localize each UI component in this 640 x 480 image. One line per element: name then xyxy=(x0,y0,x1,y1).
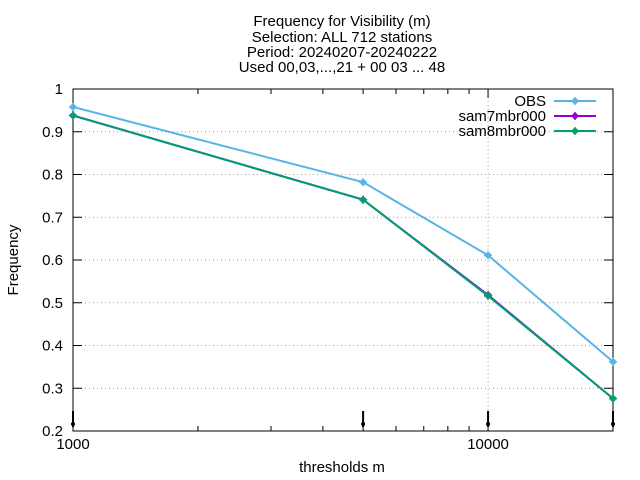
title-line-1: Frequency for Visibility (m) xyxy=(253,13,430,30)
axis-tick-labels: 0.2 0.3 0.4 0.5 0.6 0.7 0.8 0.9 1 1000 10000 xyxy=(42,81,509,453)
series-layer xyxy=(69,102,617,403)
data-point xyxy=(69,111,77,120)
title-line-3: Period: 20240207-20240222 xyxy=(247,44,437,61)
legend-label: sam7mbr000 xyxy=(458,108,546,125)
title-line-2: Selection: ALL 712 stations xyxy=(252,29,432,46)
data-point xyxy=(484,291,493,300)
legend-label: OBS xyxy=(514,93,546,110)
y-tick-label: 0.9 xyxy=(42,124,63,141)
plot-area-frame xyxy=(72,88,614,432)
data-point xyxy=(484,251,493,260)
y-tick-label: 0.6 xyxy=(42,252,63,269)
y-tick-label: 1 xyxy=(55,81,63,98)
series-line-2 xyxy=(72,114,614,400)
data-point xyxy=(69,102,77,111)
data-point xyxy=(359,195,368,204)
legend-marker xyxy=(571,112,579,120)
series-line-0 xyxy=(72,105,614,363)
x-data-marker-dot xyxy=(361,422,366,426)
data-point xyxy=(609,394,617,403)
data-point xyxy=(359,178,368,187)
grid-lines xyxy=(73,89,613,431)
y-tick-label: 0.3 xyxy=(42,380,63,397)
y-axis-label: Frequency xyxy=(5,224,22,295)
y-tick-label: 0.8 xyxy=(42,167,63,184)
title-line-4: Used 00,03,...,21 + 00 03 ... 48 xyxy=(239,59,445,76)
chart-title: Frequency for Visibility (m) Selection: … xyxy=(239,13,445,76)
y-tick-label: 0.2 xyxy=(42,423,63,440)
x-axis-label: thresholds m xyxy=(299,459,385,476)
x-data-marker-dot xyxy=(486,422,491,426)
series-line-1 xyxy=(72,114,614,400)
y-tick-label: 0.5 xyxy=(42,295,63,312)
legend-marker xyxy=(571,97,579,105)
y-tick-label: 0.7 xyxy=(42,209,63,226)
legend-marker xyxy=(571,127,579,135)
x-tick-label: 10000 xyxy=(467,436,509,453)
x-tick-label: 1000 xyxy=(56,436,89,453)
y-tick-label: 0.4 xyxy=(42,338,63,355)
legend-label: sam8mbr000 xyxy=(458,123,546,140)
data-point xyxy=(609,357,617,366)
